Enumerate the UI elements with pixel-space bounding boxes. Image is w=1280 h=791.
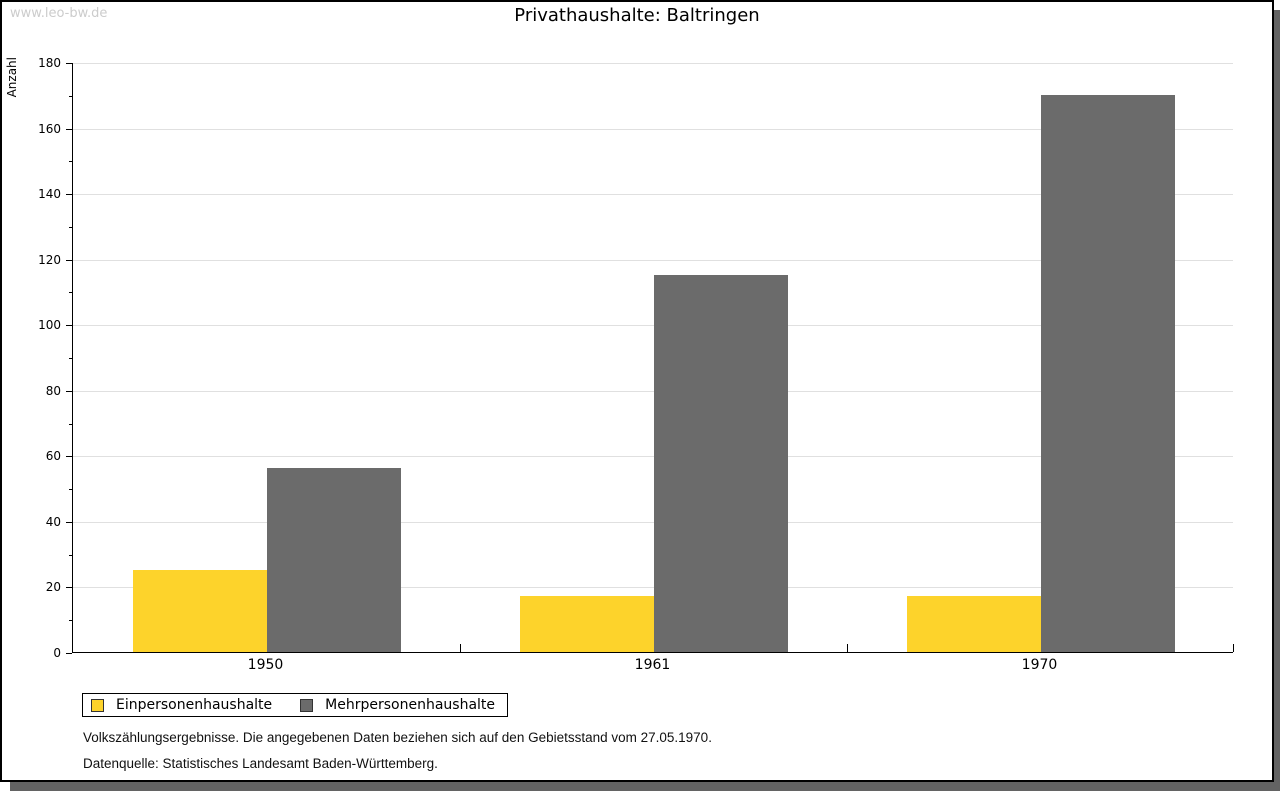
gridline-y-20 [73,587,1233,589]
x-axis-tick-1 [460,644,461,652]
legend-label: Einpersonenhaushalte [116,697,273,713]
y-tick-20 [66,587,72,589]
y-tick-170 [69,95,72,97]
x-category-label-1950: 1950 [247,657,284,673]
window-shadow-right [1274,10,1280,791]
y-tick-label-140: 140 [38,187,61,202]
y-tick-50 [69,489,72,491]
y-tick-130 [69,226,72,228]
y-tick-label-120: 120 [38,252,61,267]
y-tick-label-0: 0 [53,646,61,660]
legend-label: Mehrpersonenhaushalte [325,697,496,713]
y-tick-80 [66,390,72,392]
bar-einpersonenhaushalte-1970 [906,596,1041,652]
y-tick-150 [69,161,72,163]
y-tick-label-100: 100 [38,318,61,333]
y-tick-label-80: 80 [45,383,61,398]
legend-item-einpersonenhaushalte: Einpersonenhaushalte [91,697,272,713]
bar-mehrpersonenhaushalte-1961 [653,275,788,652]
watermark: www.leo-bw.de [10,6,108,21]
gridline-y-60 [73,456,1233,458]
y-tick-label-60: 60 [45,449,61,464]
gridline-y-80 [73,390,1233,392]
bar-mehrpersonenhaushalte-1970 [1040,94,1175,652]
gridline-y-160 [73,128,1233,130]
gridline-y-140 [73,194,1233,196]
y-tick-40 [66,521,72,523]
bar-einpersonenhaushalte-1961 [519,596,654,652]
y-tick-110 [69,292,72,294]
chart-title: Privathaushalte: Baltringen [514,5,760,26]
y-tick-30 [69,554,72,556]
y-tick-180 [66,63,72,64]
y-tick-100 [66,325,72,327]
plot-area [72,63,1234,653]
y-tick-120 [66,259,72,261]
y-tick-label-40: 40 [45,514,61,529]
legend: Einpersonenhaushalte Mehrpersonenhaushal… [82,693,509,717]
x-axis-tick-3 [1233,644,1234,652]
x-category-label-1970: 1970 [1021,657,1058,673]
y-tick-90 [69,358,72,359]
x-axis-tick-2 [847,644,848,652]
window-shadow-bottom [10,782,1280,791]
bar-mehrpersonenhaushalte-1950 [266,468,401,652]
x-category-label-1961: 1961 [634,657,671,673]
legend-swatch-mehrpersonenhaushalte [300,698,314,712]
gridline-y-120 [73,259,1233,261]
y-tick-label-160: 160 [38,121,61,136]
y-tick-70 [69,423,72,425]
gridline-y-40 [73,521,1233,523]
y-tick-label-180: 180 [38,56,61,70]
bar-einpersonenhaushalte-1950 [132,570,267,652]
gridline-y-180 [73,63,1233,64]
y-tick-0 [66,653,72,654]
footnote-gebietsstand: Volkszählungsergebnisse. Die angegebenen… [83,730,712,745]
y-tick-10 [69,620,72,622]
x-axis-labels: 1950 1961 1970 [72,657,1233,675]
y-tick-60 [66,456,72,458]
y-tick-140 [66,194,72,196]
gridline-y-100 [73,325,1233,327]
y-tick-160 [66,128,72,130]
y-tick-label-20: 20 [45,580,61,595]
legend-item-mehrpersonenhaushalte: Mehrpersonenhaushalte [300,697,495,713]
footnote-datenquelle: Datenquelle: Statistisches Landesamt Bad… [83,756,438,771]
y-axis: 0 20 40 60 80 100 120 140 160 180 [2,56,72,660]
legend-swatch-einpersonenhaushalte [91,698,104,712]
